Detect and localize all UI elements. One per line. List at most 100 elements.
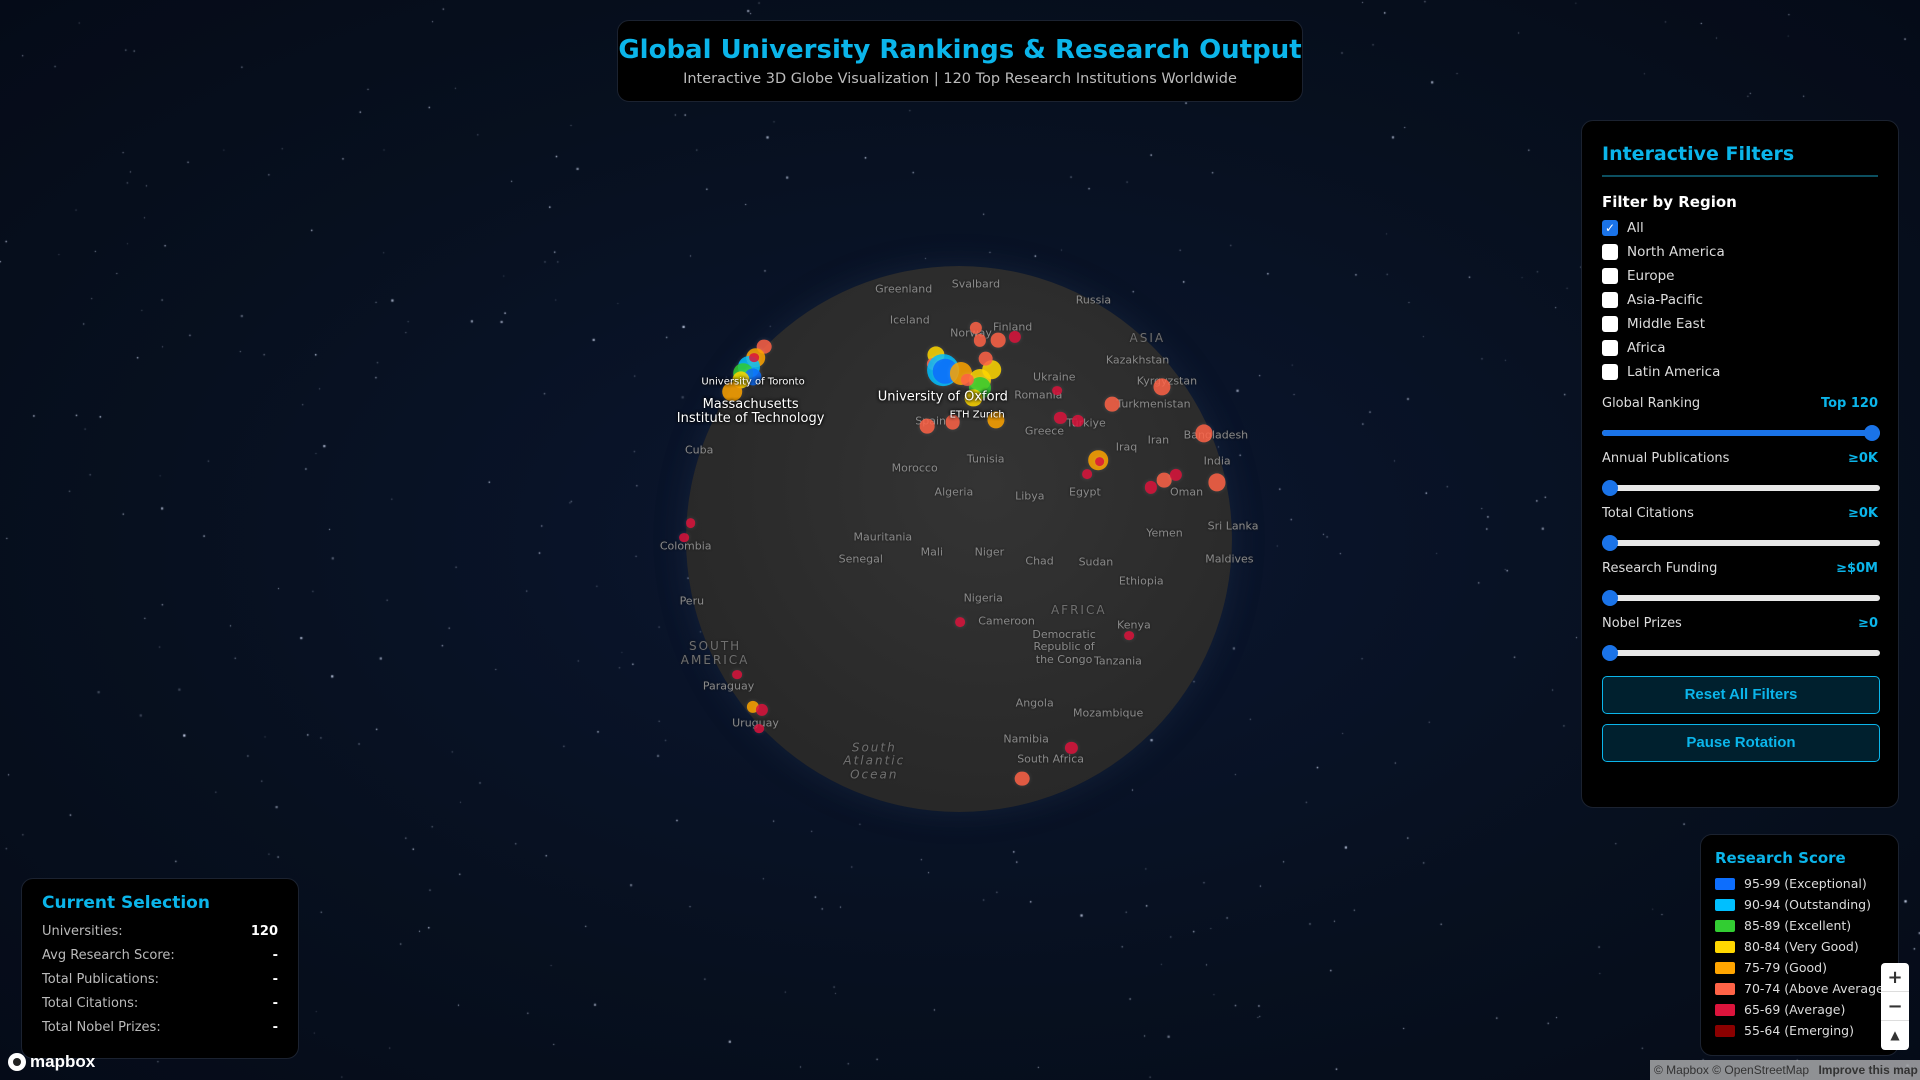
region-option[interactable]: Asia-Pacific <box>1602 288 1878 312</box>
range-slider[interactable] <box>1602 480 1880 496</box>
region-option[interactable]: ✓ All <box>1602 216 1878 240</box>
university-marker[interactable] <box>1015 771 1030 787</box>
university-marker[interactable] <box>685 517 696 528</box>
university-label[interactable]: University of Toronto <box>701 376 805 388</box>
slider-group: Research Funding ≥$0M <box>1602 561 1880 606</box>
slider-label: Research Funding <box>1602 561 1718 576</box>
legend-swatch <box>1715 919 1735 932</box>
place-label: Russia <box>1075 293 1112 307</box>
region-label: Middle East <box>1627 316 1706 332</box>
university-marker[interactable] <box>722 382 743 402</box>
region-option[interactable]: North America <box>1602 240 1878 264</box>
university-marker[interactable] <box>1169 468 1182 482</box>
region-checkbox[interactable] <box>1602 340 1618 356</box>
place-label: Ukraine <box>1033 371 1076 385</box>
university-marker[interactable] <box>978 351 994 367</box>
slider-thumb[interactable] <box>1602 480 1618 496</box>
selection-title: Current Selection <box>42 893 210 913</box>
legend-item: 55-64 (Emerging) <box>1715 1020 1884 1041</box>
region-option[interactable]: Africa <box>1602 336 1878 360</box>
university-marker[interactable] <box>1144 481 1158 494</box>
region-option[interactable]: Latin America <box>1602 360 1878 384</box>
range-slider[interactable] <box>1602 425 1880 441</box>
reset-filters-button[interactable]: Reset All Filters <box>1602 676 1880 714</box>
place-label: Colombia <box>659 540 712 554</box>
slider-header: Total Citations ≥0K <box>1602 506 1878 524</box>
place-label: Greenland <box>875 282 933 296</box>
region-checkbox[interactable] <box>1602 244 1618 260</box>
university-label[interactable]: University of Oxford <box>877 389 1008 405</box>
zoom-out-button[interactable]: − <box>1881 992 1909 1021</box>
university-marker[interactable] <box>1082 468 1093 479</box>
attribution-text[interactable]: © Mapbox © OpenStreetMap <box>1654 1063 1810 1077</box>
region-checkbox[interactable] <box>1602 364 1618 380</box>
university-marker[interactable] <box>1071 415 1084 428</box>
region-checkbox[interactable] <box>1602 316 1618 332</box>
place-label: Iraq <box>1115 440 1138 454</box>
mapbox-logo[interactable]: mapbox <box>8 1052 95 1072</box>
university-marker[interactable] <box>945 415 960 430</box>
university-marker[interactable] <box>749 352 760 363</box>
place-label: SOUTH AMERICA <box>680 639 750 667</box>
university-label[interactable]: Massachusetts Institute of Technology <box>676 396 825 427</box>
university-marker[interactable] <box>986 411 1005 429</box>
slider-thumb[interactable] <box>1602 590 1618 606</box>
slider-value: ≥$0M <box>1836 561 1878 576</box>
selection-value: - <box>272 947 278 963</box>
university-marker[interactable] <box>754 723 765 734</box>
slider-thumb[interactable] <box>1602 645 1618 661</box>
university-marker[interactable] <box>973 334 986 347</box>
university-marker[interactable] <box>679 532 690 543</box>
slider-value: ≥0 <box>1858 616 1878 631</box>
slider-header: Annual Publications ≥0K <box>1602 451 1878 469</box>
university-marker[interactable] <box>1054 411 1067 424</box>
university-marker[interactable] <box>964 389 983 407</box>
place-label: Mauritania <box>853 530 913 544</box>
legend-swatch <box>1715 961 1735 974</box>
university-marker[interactable] <box>732 669 743 680</box>
university-marker[interactable] <box>1094 456 1105 467</box>
range-slider[interactable] <box>1602 645 1880 661</box>
university-marker[interactable] <box>969 322 983 335</box>
university-marker[interactable] <box>1051 385 1062 396</box>
zoom-in-button[interactable]: + <box>1881 963 1909 992</box>
improve-map-link[interactable]: Improve this map <box>1818 1063 1918 1077</box>
region-checkbox[interactable]: ✓ <box>1602 220 1618 236</box>
region-checkbox[interactable] <box>1602 268 1618 284</box>
slider-thumb[interactable] <box>1864 425 1880 441</box>
university-marker[interactable] <box>1008 330 1022 343</box>
university-marker[interactable] <box>1157 472 1172 488</box>
university-label[interactable]: ETH Zurich <box>949 409 1005 421</box>
region-checkbox[interactable] <box>1602 292 1618 308</box>
region-option[interactable]: Europe <box>1602 264 1878 288</box>
university-marker[interactable] <box>955 617 965 627</box>
university-marker[interactable] <box>1208 473 1226 492</box>
pause-rotation-button[interactable]: Pause Rotation <box>1602 724 1880 762</box>
university-marker[interactable] <box>990 333 1006 348</box>
mapbox-logo-text: mapbox <box>30 1052 96 1071</box>
range-slider[interactable] <box>1602 590 1880 606</box>
place-label: Sri Lanka <box>1207 519 1259 533</box>
legend-item: 90-94 (Outstanding) <box>1715 894 1884 915</box>
university-marker[interactable] <box>1153 378 1171 396</box>
globe[interactable] <box>686 266 1232 812</box>
legend-item: 65-69 (Average) <box>1715 999 1884 1020</box>
slider-group: Annual Publications ≥0K <box>1602 451 1880 496</box>
university-marker[interactable] <box>755 704 768 717</box>
legend-swatch <box>1715 898 1735 911</box>
place-label: Mozambique <box>1073 706 1144 720</box>
region-checkbox-list: ✓ All North America Europe Asia-Pacific Middl… <box>1602 216 1878 384</box>
region-option[interactable]: Middle East <box>1602 312 1878 336</box>
university-marker[interactable] <box>1124 630 1134 641</box>
range-slider[interactable] <box>1602 535 1880 551</box>
slider-thumb[interactable] <box>1602 535 1618 551</box>
university-marker[interactable] <box>1104 396 1120 412</box>
university-marker[interactable] <box>961 373 974 386</box>
compass-reset-button[interactable]: ▲ <box>1890 1028 1900 1042</box>
university-marker[interactable] <box>1065 742 1078 755</box>
legend-swatch <box>1715 1024 1735 1037</box>
place-label: Senegal <box>838 552 883 566</box>
university-marker[interactable] <box>1195 424 1213 443</box>
region-label: North America <box>1627 244 1725 260</box>
university-marker[interactable] <box>919 418 935 434</box>
